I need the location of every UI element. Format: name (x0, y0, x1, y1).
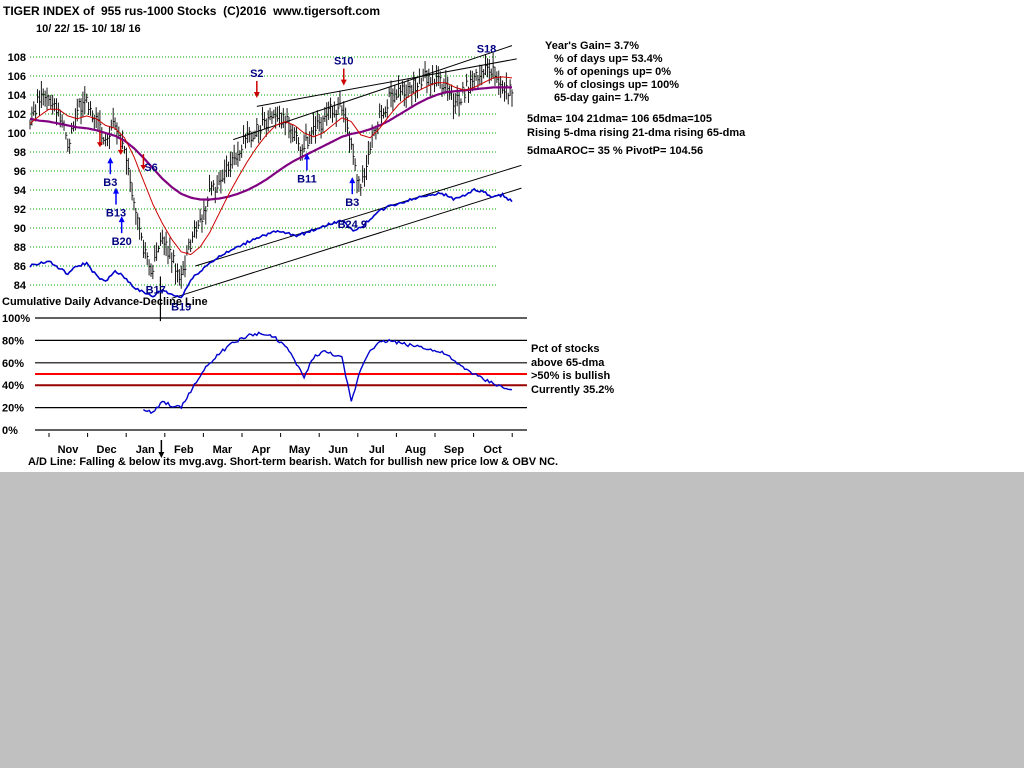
svg-text:108: 108 (8, 52, 26, 64)
chart-title: TIGER INDEX of 955 rus-1000 Stocks (C)20… (3, 4, 380, 18)
analysis-footer-text: A/D Line: Falling & below its mvg.avg. S… (28, 456, 559, 468)
svg-text:Nov: Nov (58, 444, 80, 456)
price-gridlines (30, 56, 498, 286)
svg-text:Aug: Aug (405, 444, 426, 456)
cumulative-ad-line (29, 187, 513, 299)
svg-text:Apr: Apr (252, 444, 272, 456)
svg-text:B24 9: B24 9 (338, 219, 367, 231)
signal-markers: B3 B13 B20 S6 B17 B19 S2 B11 S10 B3 B24 9 S18 (96, 43, 497, 314)
svg-text:94: 94 (14, 185, 27, 197)
svg-text:100: 100 (8, 128, 26, 140)
stat-years-gain: Year's Gain= 3.7% (545, 40, 640, 52)
stat-days-up: % of days up= 53.4% (554, 53, 663, 65)
svg-text:84: 84 (14, 280, 27, 292)
svg-text:98: 98 (14, 147, 26, 159)
svg-text:S6: S6 (144, 162, 157, 174)
svg-text:B19: B19 (171, 302, 191, 314)
pct-label-line1: Pct of stocks (531, 343, 600, 355)
svg-text:S18: S18 (477, 43, 497, 55)
svg-text:Sep: Sep (444, 444, 464, 456)
svg-text:86: 86 (14, 261, 26, 273)
pct-above-65dma-panel (35, 317, 527, 431)
moving-average-lines (29, 76, 513, 256)
svg-text:Jan: Jan (136, 444, 155, 456)
pct-label-line2: above 65-dma (531, 356, 605, 369)
svg-text:May: May (289, 444, 311, 456)
svg-text:Dec: Dec (97, 444, 117, 456)
svg-text:Mar: Mar (213, 444, 233, 456)
ad-line-panel-label: Cumulative Daily Advance-Decline Line (2, 296, 208, 308)
stats-block: Year's Gain= 3.7% % of days up= 53.4% % … (545, 40, 679, 105)
price-bars (29, 52, 514, 289)
svg-text:92: 92 (14, 204, 26, 216)
svg-text:S10: S10 (334, 56, 354, 68)
pct-bullish-threshold-label: >50% is bullish (531, 370, 611, 382)
svg-text:96: 96 (14, 166, 26, 178)
date-range: 10/ 22/ 15- 10/ 18/ 16 (36, 23, 141, 35)
stat-openings-up: % of openings up= 0% (554, 66, 672, 78)
svg-text:Jun: Jun (328, 444, 348, 456)
svg-text:80%: 80% (2, 335, 24, 347)
tigersoft-chart-window: B3 B13 B20 S6 B17 B19 S2 B11 S10 B3 B24 9 S18 84 86 88… (0, 0, 1024, 472)
svg-text:Oct: Oct (483, 444, 502, 456)
svg-text:102: 102 (8, 109, 26, 121)
pct-panel-labels: Pct of stocks above 65-dma >50% is bulli… (531, 343, 614, 397)
svg-text:104: 104 (8, 90, 27, 102)
moving-average-stats: 5dma= 104 21dma= 106 65dma=105 Rising 5-… (527, 112, 745, 158)
svg-text:Feb: Feb (174, 444, 194, 456)
axis-labels: 84 86 88 90 92 94 96 98 100 102 104 106 108 0% 20% 40% 6… (2, 52, 513, 458)
svg-text:100%: 100% (2, 313, 30, 325)
svg-text:B11: B11 (297, 173, 317, 185)
svg-text:40%: 40% (2, 380, 24, 392)
ma-direction-line: Rising 5-dma rising 21-dma rising 65-dma (527, 127, 746, 139)
svg-text:0%: 0% (2, 425, 18, 437)
svg-text:B20: B20 (112, 236, 132, 248)
svg-text:S2: S2 (250, 68, 263, 80)
svg-text:B17: B17 (146, 285, 166, 297)
stat-65day-gain: 65-day gain= 1.7% (554, 92, 650, 104)
svg-text:Jul: Jul (369, 444, 385, 456)
svg-text:B3: B3 (345, 197, 359, 209)
svg-text:B13: B13 (106, 208, 126, 220)
svg-text:20%: 20% (2, 403, 24, 415)
svg-text:90: 90 (14, 223, 26, 235)
ma-aroc-pivot-line: 5dmaAROC= 35 % PivotP= 104.56 (527, 145, 704, 157)
svg-text:60%: 60% (2, 358, 24, 370)
ma-values-line: 5dma= 104 21dma= 106 65dma=105 (527, 113, 712, 125)
pct-current-value-label: Currently 35.2% (531, 383, 615, 396)
trendlines (159, 45, 522, 322)
svg-text:106: 106 (8, 71, 26, 83)
svg-text:B3: B3 (103, 177, 117, 189)
svg-text:88: 88 (14, 242, 26, 254)
stat-closings-up: % of closings up= 100% (554, 79, 680, 91)
chart-canvas[interactable]: B3 B13 B20 S6 B17 B19 S2 B11 S10 B3 B24 9 S18 84 86 88… (0, 0, 1024, 472)
